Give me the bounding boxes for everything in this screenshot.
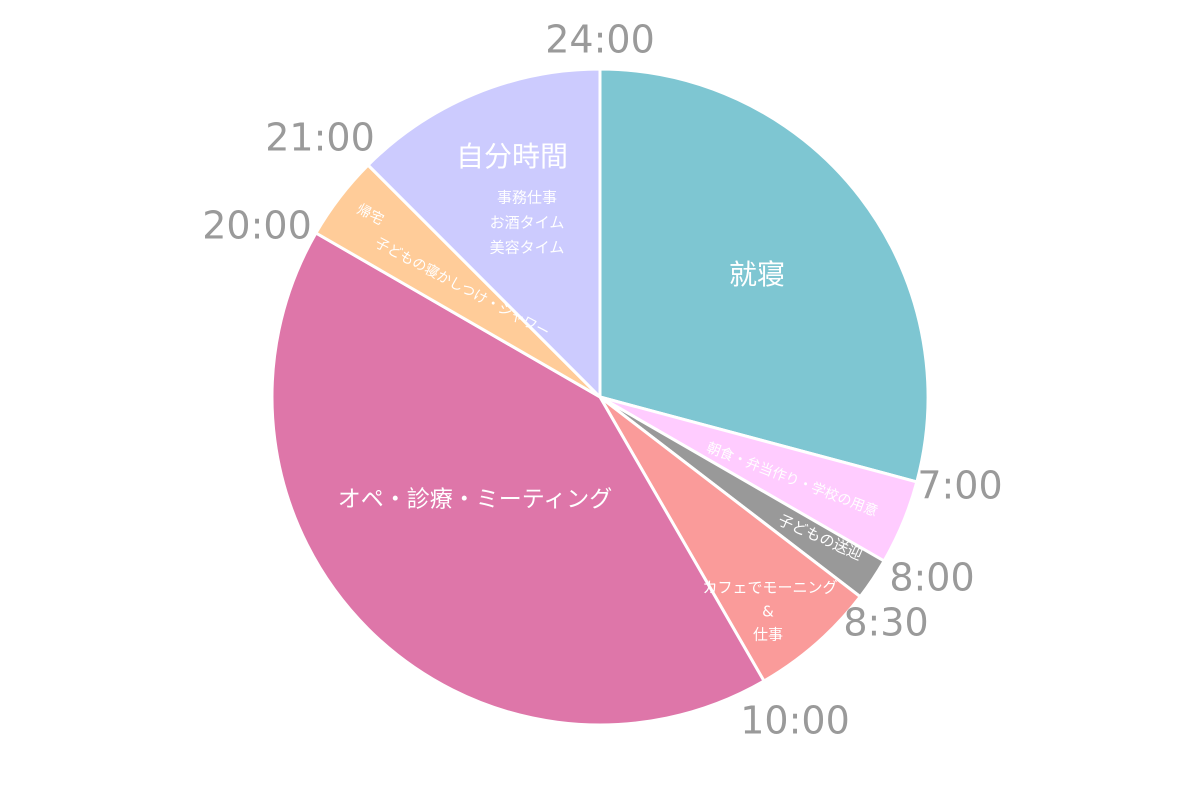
slice-sublabel-6-0: 事務仕事 (497, 189, 557, 207)
pie-slice-0 (598, 67, 930, 484)
time-tick-label-4: 10:00 (740, 699, 850, 743)
pie-slice-6 (365, 67, 602, 401)
slice-sublabel-6-2: 美容タイム (490, 239, 565, 257)
time-tick-label-5: 20:00 (202, 204, 312, 248)
slice-sublabel-6-1: お酒タイム (490, 214, 565, 232)
slice-label-3-0: カフェでモーニング (702, 579, 837, 597)
time-tick-labels: 24:00 7:00 8:008:30 10:00 20:00 21:00 (202, 18, 1002, 743)
time-tick-label-6: 21:00 (265, 116, 375, 160)
time-tick-label-2: 8:00 (889, 556, 974, 600)
pie-slice-3 (598, 395, 863, 684)
time-tick-label-1: 7:00 (917, 464, 1002, 508)
time-tick-label-0: 24:00 (545, 18, 655, 62)
time-tick-label-3: 8:30 (843, 601, 928, 645)
pie-slices (270, 67, 930, 727)
slice-label-3-1: & (762, 603, 774, 621)
slice-label-4-0: オペ・診療・ミーティング (338, 487, 613, 513)
pie-slice-4 (270, 230, 767, 727)
slice-label-3-2: 仕事 (753, 626, 783, 644)
slice-label-6-0: 自分時間 (456, 140, 568, 173)
slice-label-0-0: 就寝 (729, 258, 785, 291)
